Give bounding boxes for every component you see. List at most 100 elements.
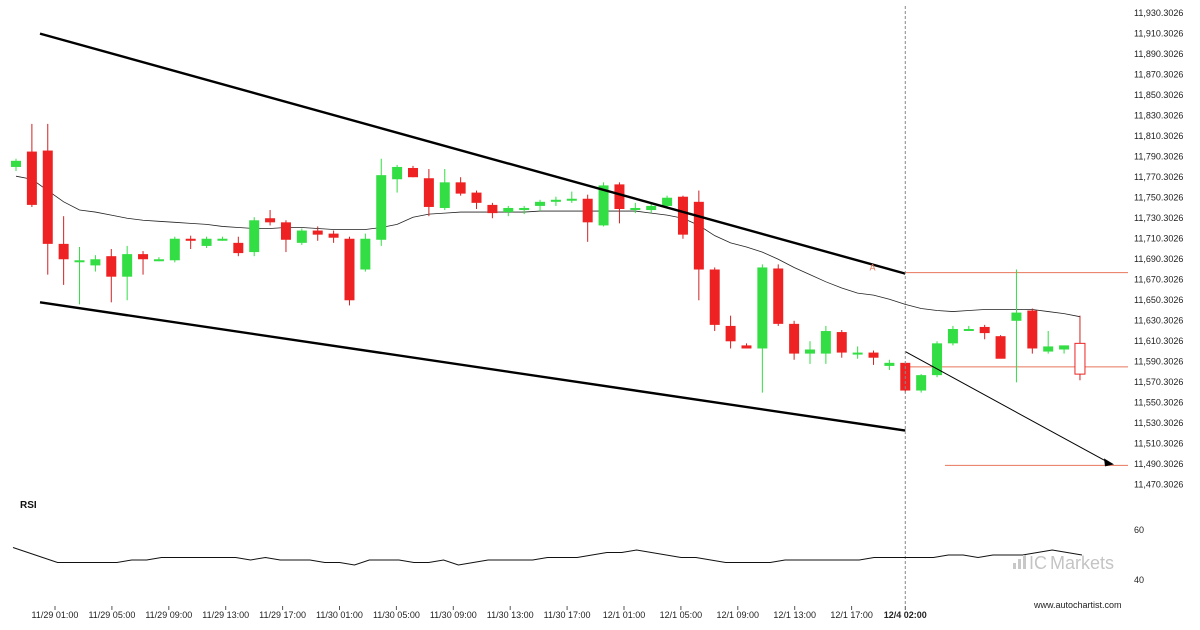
candle (932, 341, 943, 378)
candle (757, 264, 768, 393)
candle (630, 202, 641, 214)
candle-body (709, 269, 720, 325)
candle-body (805, 349, 815, 354)
y-axis-ticks: 11,930.3026 11,910.3026 11,890.3026 11,870.… (1134, 8, 1183, 490)
candle (11, 158, 21, 172)
rsi-axis-ticks: 60 40 (1134, 525, 1144, 585)
candle (725, 315, 736, 349)
candle-body (58, 243, 69, 260)
y-tick-label: 11,890.3026 (1134, 49, 1183, 59)
candle-body (153, 259, 164, 262)
candle-body (328, 233, 339, 238)
candle (773, 264, 784, 326)
x-tick-label: 12/1 05:00 (660, 610, 703, 620)
broker-logo: IC Markets (1013, 553, 1114, 573)
candle (1027, 308, 1038, 354)
candle (344, 236, 355, 306)
candle (614, 182, 625, 224)
x-tick-label: 12/1 09:00 (717, 610, 760, 620)
candle (169, 236, 180, 263)
x-tick-label: 11/30 09:00 (430, 610, 477, 620)
x-tick-label: 12/1 13:00 (773, 610, 816, 620)
upper-trendline (39, 32, 906, 275)
rsi-line (12, 547, 1083, 566)
candle (566, 191, 577, 203)
candle (535, 199, 546, 212)
lower-trendline (39, 301, 906, 432)
candle-body (916, 375, 927, 391)
candle-body (312, 230, 323, 235)
candle (42, 123, 53, 275)
candle (582, 194, 593, 242)
candle-body (852, 352, 863, 355)
candle-body (741, 345, 752, 349)
candle (741, 343, 752, 349)
candle (519, 205, 530, 215)
candle-body (392, 166, 403, 180)
candle-body (344, 238, 355, 301)
candle (646, 203, 657, 214)
projection-arrow-line (905, 351, 1111, 464)
candle-body (598, 185, 609, 226)
candle (280, 220, 291, 253)
candle-body (487, 204, 498, 214)
y-tick-label: 11,490.3026 (1134, 459, 1183, 469)
candle-body (725, 325, 736, 342)
candle-body (122, 254, 133, 277)
candle (1059, 345, 1070, 354)
candle (138, 251, 149, 275)
candle-body (249, 220, 260, 253)
candle-body (26, 151, 37, 205)
candle (789, 320, 800, 360)
candles (11, 123, 1086, 393)
y-tick-label: 11,690.3026 (1134, 254, 1183, 264)
candle (868, 350, 879, 365)
candle (106, 249, 117, 303)
candle-body (1059, 345, 1070, 350)
candle-body (439, 182, 450, 208)
y-tick-label: 11,510.3026 (1134, 439, 1183, 449)
candle-body (757, 267, 768, 349)
logo-text-ic: IC (1029, 553, 1047, 573)
candle-body (423, 178, 434, 207)
y-tick-label: 11,850.3026 (1134, 90, 1183, 100)
x-axis-ticks: 11/29 01:00 11/29 05:00 11/29 09:00 11/29 1… (32, 606, 927, 620)
candle-body (296, 230, 307, 243)
candle-body (1043, 346, 1054, 352)
candle-body (265, 218, 276, 223)
candle (947, 325, 958, 346)
rsi-tick-label: 40 (1134, 575, 1144, 585)
candle (249, 217, 260, 257)
candle-body (217, 238, 228, 241)
candle-body (360, 238, 371, 270)
y-tick-label: 11,650.3026 (1134, 295, 1183, 305)
y-tick-label: 11,910.3026 (1134, 28, 1183, 38)
candle (312, 226, 323, 241)
x-tick-label: 12/4 02:00 (884, 610, 927, 620)
x-tick-label: 11/29 17:00 (259, 610, 306, 620)
moving-average (15, 175, 1081, 318)
x-tick-label: 12/1 01:00 (603, 610, 646, 620)
candle-body (868, 352, 879, 358)
candle-body (693, 201, 704, 270)
candle-body (789, 323, 800, 354)
candle (963, 325, 974, 332)
y-tick-label: 11,670.3026 (1134, 274, 1183, 284)
y-tick-label: 11,550.3026 (1134, 398, 1183, 408)
candle (455, 177, 466, 196)
candle-body (42, 150, 53, 244)
candle-body (471, 192, 482, 203)
candle (884, 359, 895, 371)
candle (376, 158, 387, 246)
candle (26, 123, 37, 207)
candle-body (963, 328, 974, 331)
candle (805, 341, 815, 364)
candle (74, 246, 85, 305)
candle-body (836, 332, 847, 353)
candle (1011, 269, 1022, 383)
x-tick-label: 12/1 17:00 (830, 610, 873, 620)
candle (979, 324, 990, 340)
candle-body (662, 197, 673, 206)
moving-average-line (15, 175, 1081, 318)
